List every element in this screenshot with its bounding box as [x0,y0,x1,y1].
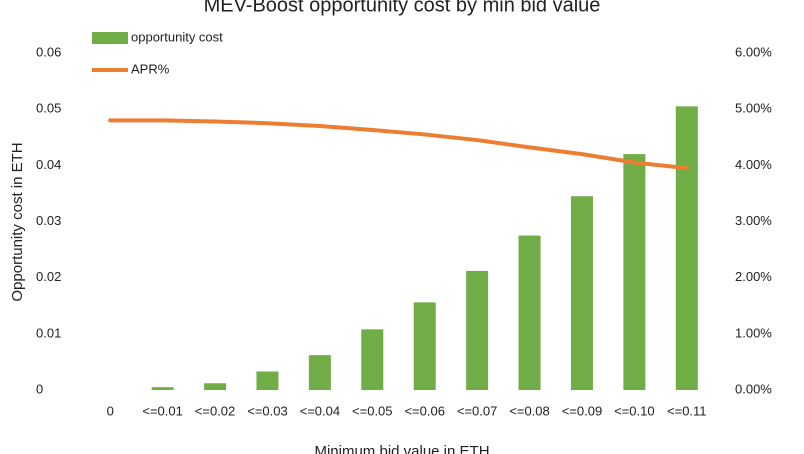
bar [518,235,541,390]
y-tick-label: 0.02 [36,269,61,284]
x-axis-title: Minimum bid value in ETH [314,443,489,454]
y-tick-label: 0.05 [36,101,61,116]
y2-tick-label: 6.00% [735,44,772,59]
legend-label: opportunity cost [131,29,223,44]
y2-tick-label: 1.00% [735,325,772,340]
legend-swatch [92,32,128,44]
bar [466,270,489,390]
y2-tick-label: 4.00% [735,157,772,172]
x-tick-label: <=0.09 [562,403,603,418]
x-tick-label: <=0.05 [352,403,393,418]
x-tick-label: <=0.03 [247,403,288,418]
bar [151,387,174,390]
x-tick-label: <=0.06 [404,403,445,418]
x-tick-label: <=0.11 [667,403,707,418]
bar [361,329,384,390]
bar [623,154,646,390]
y-tick-label: 0.06 [36,44,61,59]
x-tick-label: <=0.04 [300,403,341,418]
line [108,118,689,171]
x-tick-label: <=0.01 [142,403,183,418]
y-axis-title: Opportunity cost in ETH [9,142,26,301]
x-tick-label: <=0.07 [457,403,498,418]
y-tick-label: 0.01 [36,325,61,340]
bar [570,196,593,390]
bar [413,302,436,390]
x-tick-label: <=0.08 [509,403,550,418]
y-tick-label: 0.04 [36,157,61,172]
bar [256,371,279,390]
y2-tick-label: 0.00% [735,381,772,396]
y2-tick-label: 3.00% [735,213,772,228]
bar [308,355,331,390]
x-tick-label: <=0.02 [195,403,236,418]
bar [204,383,227,390]
x-tick-label: <=0.10 [614,403,655,418]
y-tick-label: 0 [36,381,43,396]
y-tick-label: 0.03 [36,213,61,228]
x-tick-label: 0 [107,403,114,418]
bar [675,106,698,390]
legend-label: APR% [131,61,170,76]
y2-tick-label: 2.00% [735,269,772,284]
y2-tick-label: 5.00% [735,101,772,116]
chart-title: MEV-Boost opportunity cost by min bid va… [204,0,601,16]
